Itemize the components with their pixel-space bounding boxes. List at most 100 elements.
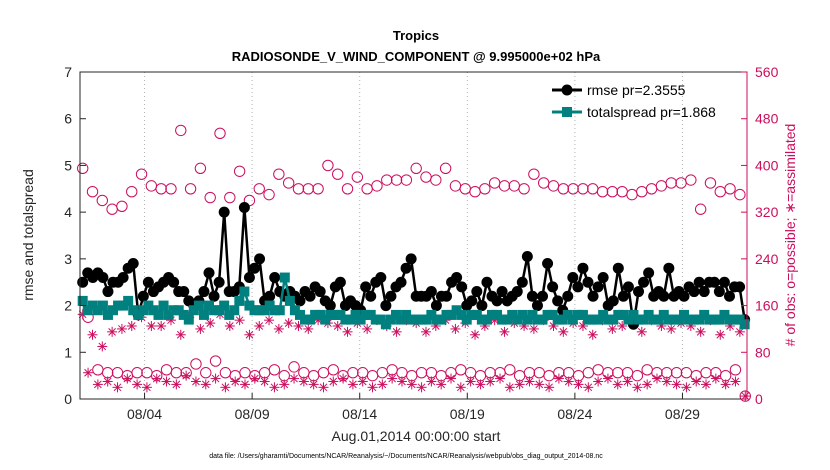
possible_night-point bbox=[327, 364, 339, 376]
totalspread-point bbox=[214, 305, 225, 316]
possible_day-point bbox=[371, 180, 383, 192]
assimilated_day-point bbox=[362, 323, 373, 334]
totalspread-point bbox=[497, 314, 508, 325]
assimilated_night-point bbox=[132, 379, 143, 390]
asterisk-stroke bbox=[505, 383, 514, 392]
asterisk-stroke bbox=[388, 374, 396, 383]
possible_day-point bbox=[233, 165, 246, 177]
legend-spread-marker bbox=[562, 107, 572, 117]
rmse-point bbox=[218, 206, 230, 218]
rmse-point bbox=[178, 286, 190, 298]
possible_day-point bbox=[381, 174, 393, 186]
possible_night-point bbox=[347, 367, 359, 379]
x-tick-label: 08/29 bbox=[665, 406, 700, 422]
y-right-tick-label: 80 bbox=[755, 344, 771, 360]
asterisk-stroke bbox=[280, 380, 289, 389]
assimilated_night-point bbox=[691, 376, 702, 387]
totalspread-point bbox=[668, 314, 679, 325]
assimilated_night-point bbox=[465, 376, 476, 387]
totalspread-point bbox=[279, 272, 290, 283]
asterisk-stroke bbox=[716, 330, 725, 339]
asterisk-stroke bbox=[398, 377, 406, 386]
rmse-point bbox=[430, 300, 442, 312]
totalspread-point bbox=[694, 314, 705, 325]
asterisk-stroke bbox=[466, 377, 475, 386]
y-left-tick-label: 4 bbox=[64, 204, 72, 220]
asterisk-stroke bbox=[736, 327, 744, 336]
totalspread-point bbox=[148, 305, 159, 316]
possible_day-point bbox=[155, 183, 167, 195]
possible_day-point bbox=[498, 180, 511, 192]
y-axis-left-label: rmse and totalspread bbox=[20, 169, 36, 301]
rmse-point bbox=[567, 272, 579, 284]
totalspread-point bbox=[284, 295, 295, 306]
possible_day-point bbox=[282, 177, 295, 189]
asterisk-stroke bbox=[147, 322, 156, 330]
totalspread-point bbox=[623, 314, 634, 325]
rmse-point bbox=[537, 290, 549, 302]
asterisk-stroke bbox=[437, 380, 446, 389]
rmse-point bbox=[314, 286, 326, 298]
totalspread-point bbox=[294, 309, 305, 320]
totalspread-point bbox=[552, 314, 563, 325]
totalspread-point bbox=[365, 309, 376, 320]
totalspread-point bbox=[320, 314, 331, 325]
totalspread-point bbox=[724, 314, 735, 325]
assimilated_night-point bbox=[534, 379, 545, 390]
assimilated_night-point bbox=[416, 382, 427, 393]
totalspread-point bbox=[219, 300, 230, 311]
possible_day-point bbox=[430, 174, 442, 186]
assimilated_night-point bbox=[642, 379, 653, 390]
assimilated_day-point bbox=[715, 329, 726, 340]
possible_day-point bbox=[204, 191, 216, 204]
totalspread-point bbox=[390, 309, 401, 320]
totalspread-point bbox=[638, 314, 649, 325]
y-left-tick-label: 5 bbox=[64, 157, 72, 173]
asterisk-stroke bbox=[113, 383, 122, 392]
totalspread-point bbox=[325, 309, 336, 320]
assimilated_night-point bbox=[612, 379, 623, 390]
assimilated_night-point bbox=[593, 376, 604, 387]
assimilated_night-point bbox=[426, 376, 437, 387]
totalspread-point bbox=[714, 314, 725, 325]
assimilated_night-point bbox=[230, 376, 241, 387]
totalspread-point bbox=[355, 314, 366, 325]
asterisk-stroke bbox=[643, 380, 652, 389]
possible_day-point bbox=[175, 124, 187, 137]
possible_day-point bbox=[214, 127, 226, 140]
possible_day-point bbox=[96, 194, 109, 207]
possible_day-point bbox=[479, 183, 491, 195]
totalspread-point bbox=[375, 314, 386, 325]
assimilated_night-point bbox=[102, 376, 113, 387]
assimilated_night-point bbox=[92, 379, 103, 390]
totalspread-point bbox=[406, 314, 417, 325]
asterisk-stroke bbox=[682, 383, 691, 392]
totalspread-point bbox=[396, 314, 407, 325]
asterisk-stroke bbox=[525, 377, 534, 386]
footnote: data file: /Users/gharamti/Documents/NCA… bbox=[209, 453, 603, 460]
y-left-tick-label: 0 bbox=[64, 391, 72, 407]
totalspread-point bbox=[289, 305, 300, 316]
rmse-point bbox=[531, 300, 543, 312]
assimilated_night-point bbox=[651, 373, 662, 384]
possible_day-point bbox=[322, 159, 334, 172]
totalspread-point bbox=[471, 309, 482, 320]
totalspread-point bbox=[684, 314, 695, 325]
asterisk-stroke bbox=[417, 383, 426, 392]
totalspread-point bbox=[739, 319, 750, 330]
possible_day-point bbox=[135, 168, 148, 180]
totalspread-point bbox=[153, 309, 164, 320]
asterisk-stroke bbox=[152, 374, 161, 383]
totalspread-point bbox=[608, 314, 619, 325]
rmse-point bbox=[552, 295, 564, 307]
assimilated_night-point bbox=[318, 382, 329, 393]
totalspread-point bbox=[441, 309, 452, 320]
possible_day-point bbox=[292, 183, 305, 195]
asterisk-stroke bbox=[319, 383, 328, 392]
totalspread-point bbox=[118, 300, 129, 311]
possible_day-point bbox=[518, 183, 530, 195]
totalspread-point bbox=[643, 309, 654, 320]
rmse-point bbox=[612, 262, 624, 274]
assimilated_day-point bbox=[587, 329, 598, 340]
